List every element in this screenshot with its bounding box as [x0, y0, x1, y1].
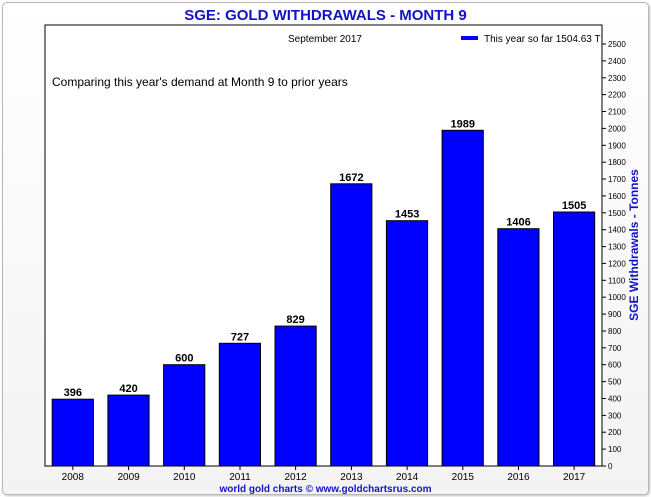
y-tick-label: 0	[608, 462, 613, 471]
bar-2012	[274, 325, 317, 467]
y-tick-label: 100	[608, 445, 622, 454]
data-label-2008: 396	[64, 387, 82, 399]
x-tick-label: 2015	[452, 472, 475, 483]
bar-2010	[163, 364, 206, 467]
x-tick-label: 2010	[173, 472, 196, 483]
data-label-2012: 829	[286, 314, 304, 326]
bar-2011	[218, 342, 262, 467]
y-tick-label: 1900	[608, 141, 626, 150]
bar-2017	[553, 211, 596, 467]
y-tick-label: 500	[608, 378, 622, 387]
x-tick-label: 2011	[229, 472, 251, 483]
y-tick-label: 400	[608, 395, 622, 404]
data-label-2016: 1406	[506, 217, 530, 229]
y-tick-label: 2100	[608, 108, 626, 117]
y-tick-label: 1700	[608, 175, 626, 184]
y-tick-label: 2200	[608, 91, 626, 100]
x-tick-label: 2008	[62, 472, 85, 483]
x-tick-label: 2014	[396, 472, 419, 483]
y-tick-label: 800	[608, 327, 622, 336]
bar-2013	[330, 183, 373, 467]
y-tick-label: 300	[608, 411, 622, 420]
chart-title: SGE: GOLD WITHDRAWALS - MONTH 9	[184, 7, 467, 24]
x-tick-label: 2013	[340, 472, 363, 483]
chart-source: world gold charts © www.goldchartsrus.co…	[219, 484, 432, 495]
y-tick-label: 1600	[608, 192, 626, 201]
chart-annotation: Comparing this year's demand at Month 9 …	[52, 75, 348, 89]
x-tick-label: 2017	[563, 472, 586, 483]
data-label-2013: 1672	[339, 172, 363, 184]
y-tick-label: 600	[608, 361, 622, 370]
data-label-2009: 420	[119, 383, 137, 395]
y-tick-label: 1800	[608, 158, 626, 167]
y-tick-label: 2500	[608, 40, 626, 49]
y-tick-label: 1100	[608, 276, 626, 285]
y-tick-label: 200	[608, 428, 622, 437]
data-label-2014: 1453	[395, 209, 419, 221]
data-label-2017: 1505	[562, 200, 586, 212]
y-tick-label: 1500	[608, 209, 626, 218]
data-label-2010: 600	[175, 353, 193, 365]
bar-2014	[385, 220, 429, 467]
y-tick-label: 1400	[608, 226, 626, 235]
data-label-2011: 727	[231, 331, 249, 343]
x-tick-label: 2016	[507, 472, 530, 483]
legend-label: This year so far 1504.63 T	[484, 34, 601, 45]
data-label-2015: 1989	[451, 118, 475, 130]
bar-2016	[497, 228, 540, 467]
x-tick-label: 2012	[284, 472, 307, 483]
y-tick-label: 1300	[608, 243, 626, 252]
bar-2009	[107, 394, 150, 467]
x-tick-label: 2009	[117, 472, 140, 483]
y-axis-label: SGE Withdrawals - Tonnes	[627, 169, 641, 321]
y-tick-label: 900	[608, 310, 622, 319]
bar-2008	[51, 398, 94, 467]
y-tick-label: 2400	[608, 57, 626, 66]
chart-subtitle: September 2017	[288, 34, 362, 45]
y-tick-label: 2000	[608, 124, 626, 133]
y-tick-label: 1200	[608, 259, 626, 268]
y-tick-label: 700	[608, 344, 622, 353]
bar-2015	[441, 129, 484, 467]
y-tick-label: 2300	[608, 74, 626, 83]
y-tick-label: 1000	[608, 293, 626, 302]
legend: This year so far 1504.63 T	[461, 34, 601, 45]
